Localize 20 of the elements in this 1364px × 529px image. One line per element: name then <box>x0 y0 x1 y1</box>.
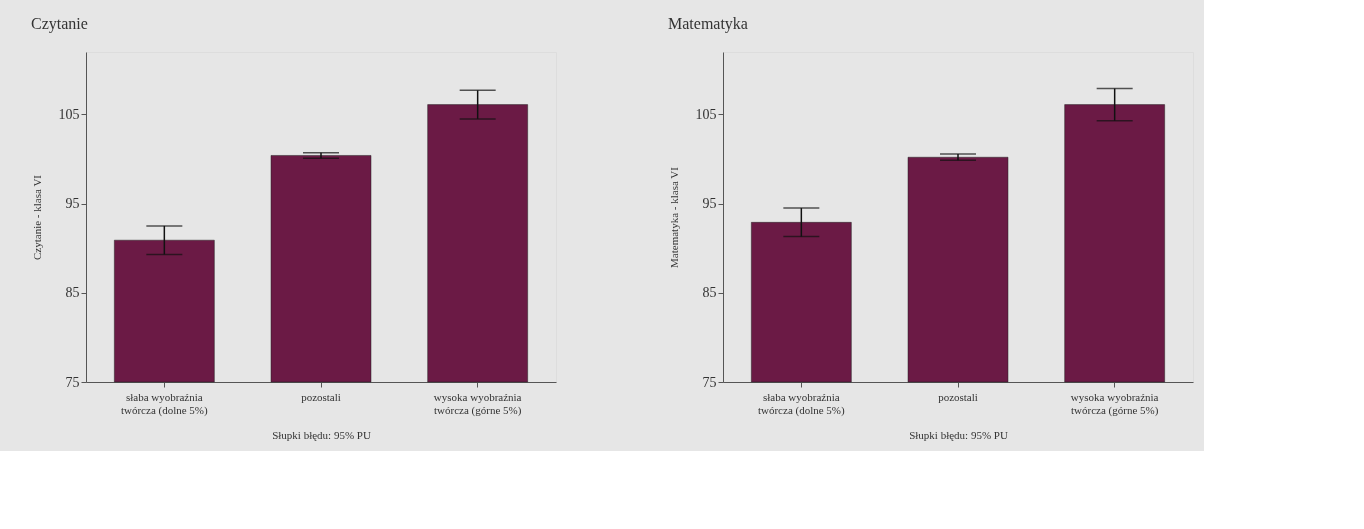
y-tick-label: 95 <box>65 196 80 212</box>
y-tick-label: 85 <box>65 285 80 301</box>
x-tick-label: słaba wyobraźnia twórcza (dolne 5%) <box>120 390 209 417</box>
x-tick-label: wysoka wyobraźnia twórcza (górne 5%) <box>433 390 522 417</box>
x-tick-label: pozostali <box>301 390 341 403</box>
y-tick-label: 95 <box>702 196 717 212</box>
chart-title: Matematyka <box>668 15 748 33</box>
y-tick-label: 75 <box>65 374 80 390</box>
y-tick-label: 105 <box>695 106 717 122</box>
text: Słupki błędu: 95% PU <box>909 428 1008 441</box>
x-tick-label: wysoka wyobraźnia twórcza (górne 5%) <box>1070 390 1159 417</box>
y-tick-label: 75 <box>702 374 717 390</box>
x-tick-label: słaba wyobraźnia twórcza (dolne 5%) <box>757 390 846 417</box>
y-axis-title: Matematyka - klasa VI <box>667 166 680 268</box>
x-tick-label: pozostali <box>938 390 978 403</box>
y-tick-label: 105 <box>58 106 80 122</box>
chart-title: Czytanie <box>31 15 88 33</box>
y-axis-title: Czytanie - klasa VI <box>30 174 43 261</box>
y-tick-label: 85 <box>702 285 717 301</box>
text: Słupki błędu: 95% PU <box>272 428 371 441</box>
